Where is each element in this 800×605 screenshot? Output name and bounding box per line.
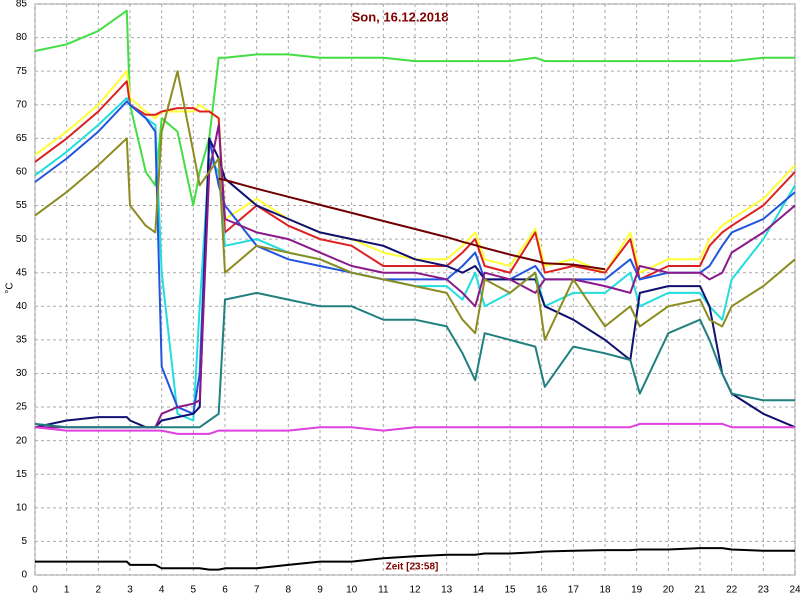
x-tick-label: 11: [378, 585, 389, 596]
x-tick-label: 23: [758, 585, 770, 596]
x-tick-label: 4: [159, 585, 165, 596]
y-tick-label: 80: [16, 32, 28, 43]
series-line: [35, 547, 795, 571]
x-axis-label: Zeit [23:58]: [386, 562, 439, 573]
y-tick-label: 55: [16, 200, 28, 211]
x-tick-label: 1: [64, 585, 70, 596]
x-tick-label: 3: [127, 585, 133, 596]
x-tick-label: 6: [222, 585, 228, 596]
y-tick-label: 85: [16, 0, 28, 10]
y-tick-label: 40: [16, 301, 28, 312]
y-tick-label: 75: [16, 66, 28, 77]
x-tick-label: 21: [694, 585, 706, 596]
x-tick-label: 5: [191, 585, 197, 596]
series-line: [34, 291, 795, 429]
y-tick-label: 10: [16, 502, 28, 513]
y-axis-label: °C: [5, 282, 16, 293]
x-tick-label: 19: [631, 585, 643, 596]
x-tick-label: 7: [254, 585, 260, 596]
x-tick-label: 10: [346, 585, 358, 596]
y-tick-label: 30: [16, 368, 28, 379]
x-tick-label: 8: [286, 585, 292, 596]
y-tick-label: 45: [16, 267, 28, 278]
series-line: [34, 422, 795, 435]
x-tick-label: 17: [568, 585, 580, 596]
y-tick-label: 25: [16, 402, 28, 413]
y-tick-label: 65: [16, 133, 28, 144]
x-tick-label: 22: [726, 585, 738, 596]
chart-title: Son, 16.12.2018: [352, 9, 449, 24]
x-tick-label: 16: [536, 585, 548, 596]
series-line: [34, 70, 796, 274]
x-tick-label: 14: [473, 585, 485, 596]
y-tick-label: 0: [21, 570, 27, 581]
y-tick-label: 70: [16, 99, 28, 110]
y-tick-label: 5: [21, 536, 27, 547]
y-tick-label: 50: [16, 234, 28, 245]
x-tick-label: 13: [441, 585, 453, 596]
x-tick-label: 15: [504, 585, 516, 596]
y-tick-label: 60: [16, 167, 28, 178]
x-tick-label: 0: [32, 585, 38, 596]
x-tick-label: 12: [409, 585, 421, 596]
series-line: [35, 123, 796, 429]
series-line: [34, 100, 796, 415]
series-line: [34, 80, 796, 281]
y-tick-label: 15: [16, 469, 28, 480]
x-tick-label: 18: [599, 585, 611, 596]
x-tick-label: 9: [317, 585, 323, 596]
series-line: [34, 70, 796, 341]
x-tick-label: 20: [663, 585, 675, 596]
y-tick-label: 35: [16, 335, 28, 346]
y-tick-label: 20: [16, 435, 28, 446]
x-tick-label: 24: [789, 585, 800, 596]
series-line: [218, 177, 606, 271]
x-tick-label: 2: [96, 585, 102, 596]
